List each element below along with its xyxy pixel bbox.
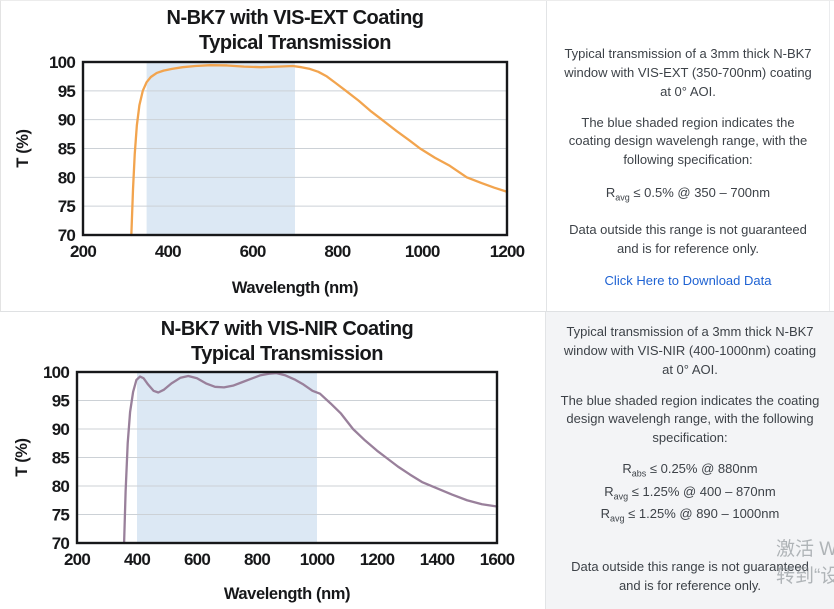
y-tick-label: 85	[52, 449, 70, 468]
y-tick-label: 100	[43, 363, 69, 382]
x-tick-label: 400	[124, 550, 150, 569]
x-tick-label: 1200	[490, 242, 525, 261]
x-tick-label: 1000	[405, 242, 440, 261]
transmission-chart-vis-nir: 70 75 80 85 90 95 100 200 400 600 800 1000 1200 1400 1…	[13, 318, 515, 603]
chart-title-line1: N-BK7 with VIS-EXT Coating	[167, 7, 424, 29]
x-tick-label: 600	[240, 242, 266, 261]
y-tick-label: 90	[58, 111, 76, 130]
y-tick-label: 85	[58, 140, 76, 159]
y-tick-label: 90	[52, 420, 70, 439]
x-tick-label: 200	[70, 242, 96, 261]
y-tick-label: 70	[52, 534, 70, 553]
y-tick-label: 95	[52, 392, 70, 411]
y-tick-label: 80	[58, 168, 76, 187]
y-tick-label: 75	[52, 506, 70, 525]
chart-title-line1: N-BK7 with VIS-NIR Coating	[161, 318, 414, 340]
x-tick-label: 1000	[300, 550, 335, 569]
vis-ext-info-panel: Typical transmission of a 3mm thick N-BK…	[547, 1, 830, 311]
chart-title-line2: Typical Transmission	[199, 32, 391, 54]
plot-border	[75, 370, 499, 545]
spec-block: Ravg ≤ 0.5% @ 350 – 700nm	[560, 184, 816, 207]
y-tick-label: 100	[49, 53, 75, 72]
x-tick-label: 1400	[420, 550, 455, 569]
shaded-region-note: The blue shaded region indicates the coa…	[560, 392, 820, 446]
description-text: Typical transmission of a 3mm thick N-BK…	[564, 46, 812, 99]
disclaimer-text: Data outside this range is not guarantee…	[571, 558, 809, 593]
vis-ext-chart-cell: 70 75 80 85 90 95 100 200 400 600 800 1000 1200 N-BK7…	[1, 1, 547, 311]
x-tick-label: 1200	[360, 550, 395, 569]
vis-ext-section: 70 75 80 85 90 95 100 200 400 600 800 1000 1200 N-BK7…	[0, 0, 834, 312]
y-tick-label: 75	[58, 197, 76, 216]
y-axis-label: T (%)	[13, 438, 31, 476]
transmission-curve	[122, 371, 499, 545]
y-tick-label: 80	[52, 477, 70, 496]
x-tick-label: 200	[64, 550, 90, 569]
download-data-link[interactable]: Click Here to Download Data	[604, 273, 772, 289]
vis-nir-section: 70 75 80 85 90 95 100 200 400 600 800 1000 1200 1400 1…	[0, 312, 834, 609]
y-tick-label: 95	[58, 82, 76, 101]
spec-block: Rabs ≤ 0.25% @ 880nm Ravg ≤ 1.25% @ 400 …	[559, 460, 821, 528]
disclaimer-text: Data outside this range is not guarantee…	[569, 221, 807, 256]
shaded-region-note: The blue shaded region indicates the coa…	[568, 114, 808, 168]
description-text: Typical transmission of a 3mm thick N-BK…	[563, 324, 817, 377]
plot-border	[81, 60, 509, 237]
x-tick-label: 600	[184, 550, 210, 569]
transmission-curve	[130, 64, 509, 237]
spec-line: Ravg ≤ 1.25% @ 890 – 1000nm	[600, 506, 780, 524]
y-axis-label: T (%)	[14, 129, 32, 167]
chart-title-line2: Typical Transmission	[191, 343, 383, 365]
spec-line: Rabs ≤ 0.25% @ 880nm	[622, 461, 758, 479]
vis-nir-chart-cell: 70 75 80 85 90 95 100 200 400 600 800 1000 1200 1400 1…	[0, 312, 546, 609]
x-tick-label: 800	[244, 550, 270, 569]
transmission-chart-vis-ext: 70 75 80 85 90 95 100 200 400 600 800 1000 1200 N-BK7…	[14, 7, 525, 297]
x-tick-label: 1600	[480, 550, 515, 569]
x-axis-label: Wavelength (nm)	[224, 585, 350, 603]
y-tick-label: 70	[58, 226, 76, 245]
x-axis-label: Wavelength (nm)	[232, 279, 358, 297]
x-tick-label: 800	[324, 242, 350, 261]
vis-nir-info-panel: Typical transmission of a 3mm thick N-BK…	[546, 312, 834, 609]
spec-line: Ravg ≤ 0.5% @ 350 – 700nm	[605, 185, 771, 203]
x-tick-label: 400	[155, 242, 181, 261]
spec-line: Ravg ≤ 1.25% @ 400 – 870nm	[604, 483, 776, 502]
